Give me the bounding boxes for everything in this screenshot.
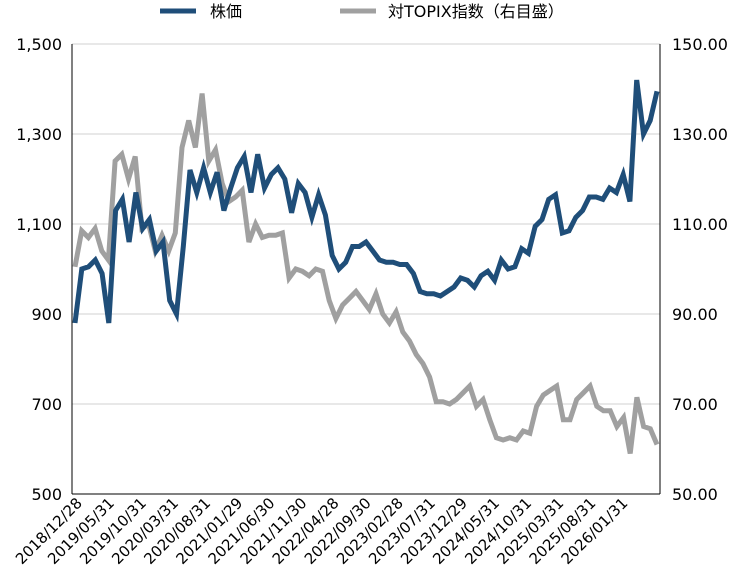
right-tick-label: 130.00 xyxy=(672,125,728,144)
right-tick-label: 70.00 xyxy=(672,395,718,414)
left-tick-label: 1,500 xyxy=(16,35,62,54)
series-line-price xyxy=(72,79,660,324)
right-tick-label: 90.00 xyxy=(672,305,718,324)
gridlines xyxy=(72,43,660,495)
left-y-axis: 1,500 1,300 1,100 900 700 500 xyxy=(16,35,73,504)
right-tick-label: 50.00 xyxy=(672,485,718,504)
series-lines xyxy=(72,79,660,454)
legend: 株価 対TOPIX指数（右目盛） xyxy=(160,2,564,21)
left-tick-label: 1,100 xyxy=(16,215,62,234)
right-y-axis: 150.00 130.00 110.00 90.00 70.00 50.00 xyxy=(659,35,728,504)
legend-label-topix: 対TOPIX指数（右目盛） xyxy=(388,2,564,21)
right-tick-label: 110.00 xyxy=(672,215,728,234)
left-tick-label: 900 xyxy=(31,305,62,324)
right-tick-label: 150.00 xyxy=(672,35,728,54)
left-tick-label: 1,300 xyxy=(16,125,62,144)
left-tick-label: 500 xyxy=(31,485,62,504)
series-line-topix xyxy=(72,93,660,454)
left-tick-label: 700 xyxy=(31,395,62,414)
legend-label-price: 株価 xyxy=(210,2,242,21)
x-axis: 2018/12/282019/05/312019/10/312020/03/31… xyxy=(12,493,660,568)
